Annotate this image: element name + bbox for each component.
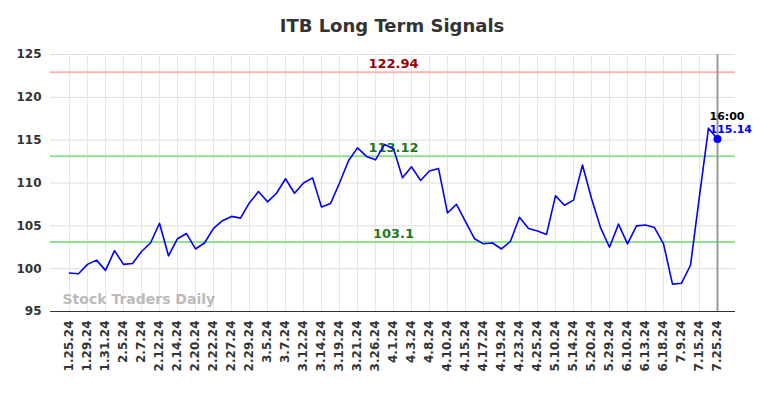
svg-text:6.10.24: 6.10.24 bbox=[620, 321, 634, 372]
svg-text:113.12: 113.12 bbox=[368, 140, 419, 156]
svg-text:100: 100 bbox=[16, 262, 41, 276]
svg-text:95: 95 bbox=[25, 304, 42, 318]
svg-text:2.29.24: 2.29.24 bbox=[242, 321, 256, 372]
svg-text:2.5.24: 2.5.24 bbox=[116, 321, 130, 364]
svg-text:1.31.24: 1.31.24 bbox=[98, 321, 112, 372]
svg-text:105: 105 bbox=[16, 219, 41, 233]
svg-text:3.26.24: 3.26.24 bbox=[368, 321, 382, 372]
svg-text:3.12.24: 3.12.24 bbox=[296, 321, 310, 372]
svg-text:4.8.24: 4.8.24 bbox=[422, 321, 436, 364]
svg-text:4.10.24: 4.10.24 bbox=[440, 321, 454, 372]
svg-text:4.23.24: 4.23.24 bbox=[512, 321, 526, 372]
svg-text:3.7.24: 3.7.24 bbox=[278, 321, 292, 364]
svg-text:1.25.24: 1.25.24 bbox=[62, 321, 76, 372]
svg-text:5.20.24: 5.20.24 bbox=[584, 321, 598, 372]
svg-text:3.5.24: 3.5.24 bbox=[260, 321, 274, 364]
html-text:ITB Long Term Signals: ITB Long Term Signals bbox=[279, 15, 505, 36]
svg-text:6.13.24: 6.13.24 bbox=[638, 321, 652, 372]
svg-text:5.10.24: 5.10.24 bbox=[548, 321, 562, 372]
svg-text:120: 120 bbox=[16, 90, 41, 104]
svg-text:2.20.24: 2.20.24 bbox=[188, 321, 202, 372]
svg-text:3.14.24: 3.14.24 bbox=[314, 321, 328, 372]
svg-text:7.15.24: 7.15.24 bbox=[692, 321, 706, 372]
svg-text:5.29.24: 5.29.24 bbox=[602, 321, 616, 372]
svg-text:2.22.24: 2.22.24 bbox=[206, 321, 220, 372]
svg-text:5.14.24: 5.14.24 bbox=[566, 321, 580, 372]
svg-text:4.25.24: 4.25.24 bbox=[530, 321, 544, 372]
svg-text:125: 125 bbox=[16, 47, 41, 61]
svg-text:4.1.24: 4.1.24 bbox=[386, 321, 400, 364]
svg-text:3.21.24: 3.21.24 bbox=[350, 321, 364, 372]
svg-text:115.14: 115.14 bbox=[710, 123, 753, 136]
svg-text:2.27.24: 2.27.24 bbox=[224, 321, 238, 372]
svg-text:1.29.24: 1.29.24 bbox=[80, 321, 94, 372]
svg-text:2.7.24: 2.7.24 bbox=[134, 321, 148, 364]
svg-text:Stock Traders Daily: Stock Traders Daily bbox=[63, 291, 216, 307]
svg-text:6.18.24: 6.18.24 bbox=[656, 321, 670, 372]
svg-text:110: 110 bbox=[16, 176, 41, 190]
svg-text:4.3.24: 4.3.24 bbox=[404, 321, 418, 364]
svg-text:2.14.24: 2.14.24 bbox=[170, 321, 184, 372]
svg-text:7.25.24: 7.25.24 bbox=[710, 321, 724, 372]
svg-text:115: 115 bbox=[16, 133, 41, 147]
svg-text:7.9.24: 7.9.24 bbox=[674, 321, 688, 364]
svg-text:103.1: 103.1 bbox=[373, 226, 414, 241]
svg-text:3.19.24: 3.19.24 bbox=[332, 321, 346, 372]
svg-text:2.12.24: 2.12.24 bbox=[152, 321, 166, 372]
svg-text:16:00: 16:00 bbox=[710, 110, 745, 123]
svg-text:4.19.24: 4.19.24 bbox=[494, 321, 508, 372]
svg-text:122.94: 122.94 bbox=[368, 56, 418, 71]
svg-text:4.17.24: 4.17.24 bbox=[476, 321, 490, 372]
svg-text:4.15.24: 4.15.24 bbox=[458, 321, 472, 372]
